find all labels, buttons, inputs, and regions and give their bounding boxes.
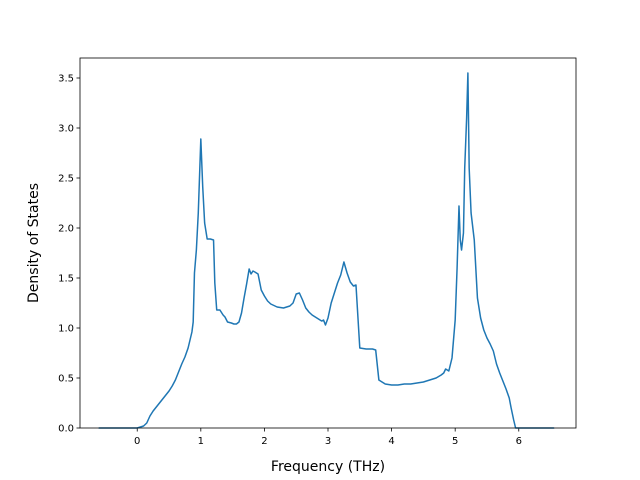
x-tick-label: 3 bbox=[325, 436, 331, 447]
x-axis-label: Frequency (THz) bbox=[271, 459, 385, 475]
x-tick-label: 1 bbox=[198, 436, 204, 447]
y-axis-label: Density of States bbox=[26, 183, 42, 303]
plot-frame bbox=[79, 57, 577, 429]
x-axis-ticks: 0 1 2 3 4 5 6 bbox=[134, 428, 522, 447]
y-tick-label: 3.5 bbox=[58, 74, 74, 85]
x-tick-label: 4 bbox=[388, 436, 394, 447]
dos-series-line bbox=[98, 72, 555, 429]
x-tick-label: 6 bbox=[516, 436, 522, 447]
y-axis-ticks: 0.0 0.5 1.0 1.5 2.0 2.5 3.0 3.5 bbox=[58, 74, 80, 435]
y-tick-label: 0.5 bbox=[58, 374, 74, 385]
y-tick-label: 1.5 bbox=[58, 274, 74, 285]
plot-series bbox=[98, 72, 555, 429]
y-tick-label: 2.5 bbox=[58, 174, 74, 185]
x-tick-label: 0 bbox=[134, 436, 140, 447]
y-tick-label: 3.0 bbox=[58, 124, 74, 135]
y-tick-label: 0.0 bbox=[58, 424, 74, 435]
x-tick-label: 5 bbox=[452, 436, 458, 447]
x-tick-label: 2 bbox=[261, 436, 267, 447]
y-tick-label: 1.0 bbox=[58, 324, 74, 335]
y-tick-label: 2.0 bbox=[58, 224, 74, 235]
